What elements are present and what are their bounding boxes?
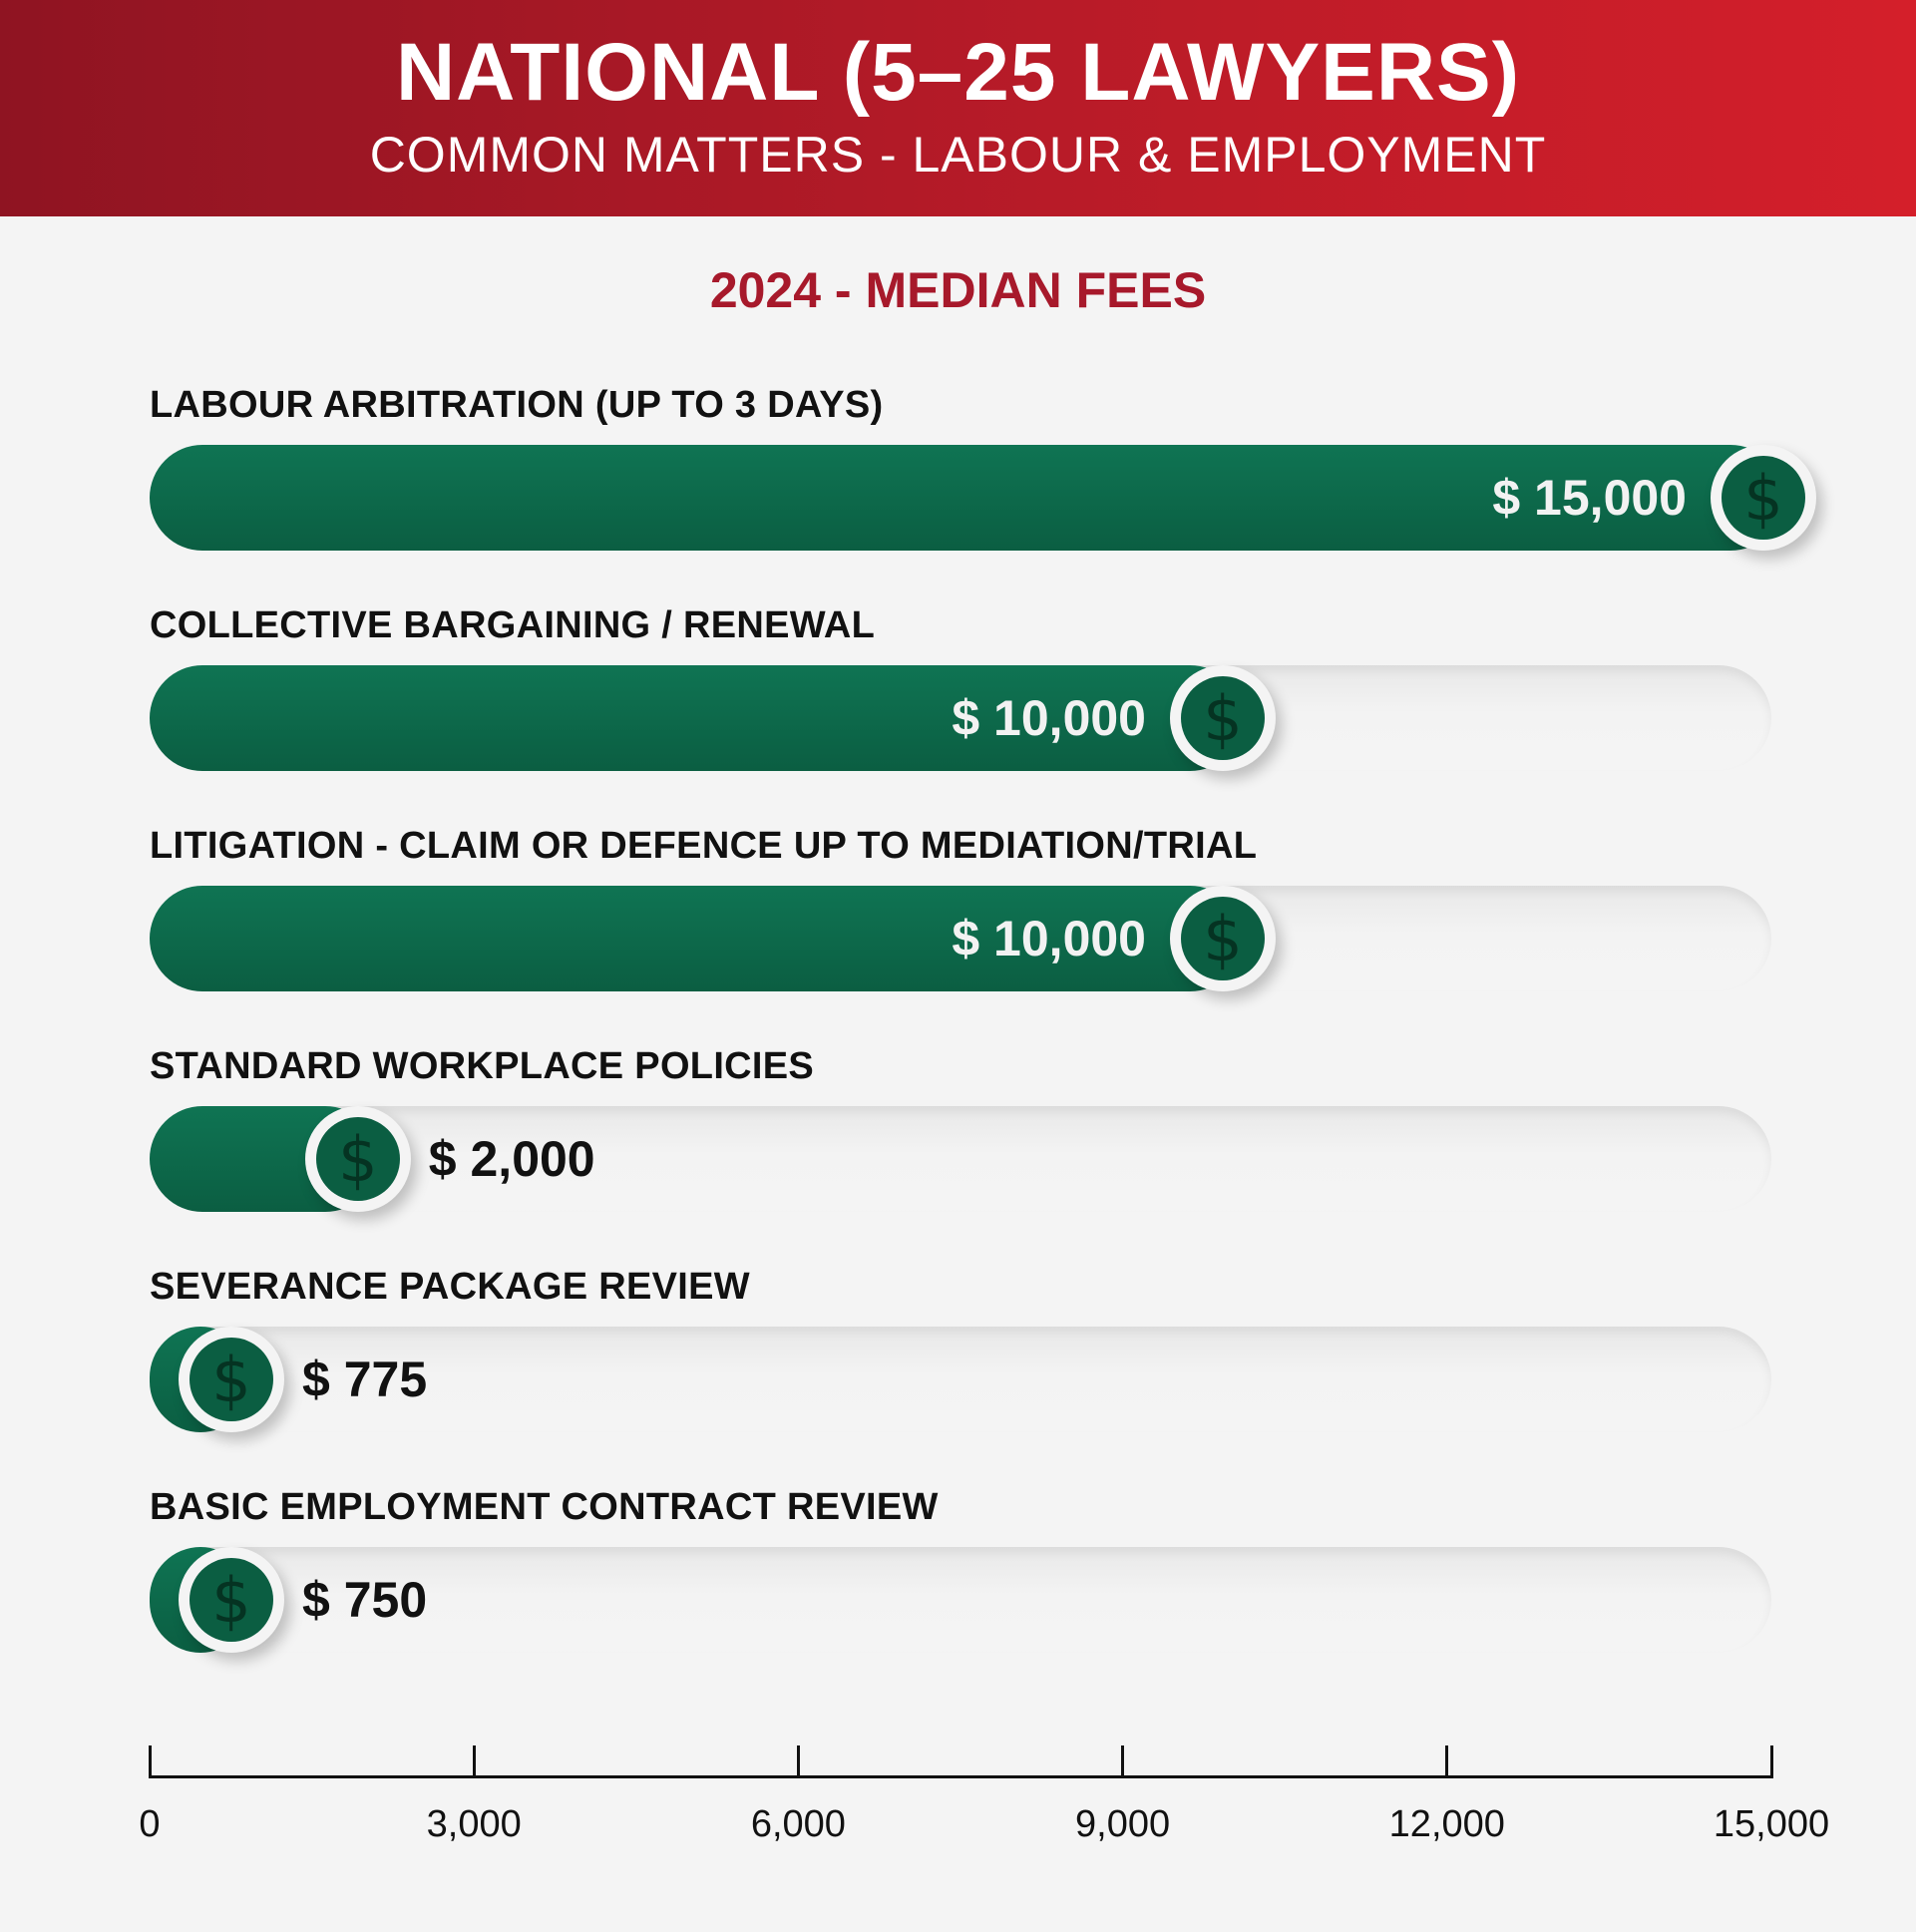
x-axis <box>148 1743 1773 1783</box>
x-axis-tick-label: 3,000 <box>426 1803 522 1845</box>
x-axis-tick-label: 9,000 <box>1075 1803 1171 1845</box>
dollar-coin-icon: $ <box>179 1327 284 1432</box>
bar-track: $ $ 10,000 <box>150 886 1771 991</box>
chart-title: 2024 - MEDIAN FEES <box>709 262 1207 318</box>
bar-value-label: $ 10,000 <box>952 911 1146 966</box>
bar-track: $ $ 10,000 <box>150 665 1771 771</box>
x-axis-tick <box>148 1745 152 1778</box>
dollar-sign-glyph: $ <box>1722 456 1805 540</box>
bar-track: $ $ 750 <box>150 1547 1771 1653</box>
bar-label: COLLECTIVE BARGAINING / RENEWAL <box>150 604 876 646</box>
x-axis-tick-label: 0 <box>139 1803 161 1845</box>
dollar-sign-glyph: $ <box>315 1117 400 1201</box>
header-banner: NATIONAL (5–25 LAWYERS) COMMON MATTERS -… <box>0 0 1916 216</box>
bar-track: $ $ 2,000 <box>150 1106 1771 1212</box>
x-axis-tick-label: 12,000 <box>1388 1803 1505 1845</box>
bar-value-label: $ 15,000 <box>1492 470 1687 526</box>
x-axis-tick <box>796 1745 800 1778</box>
dollar-coin-icon: $ <box>1170 886 1276 991</box>
dollar-sign-glyph: $ <box>190 1558 273 1642</box>
x-axis-tick <box>1445 1745 1449 1778</box>
dollar-sign-glyph: $ <box>190 1338 273 1421</box>
bar-label: LITIGATION - CLAIM OR DEFENCE UP TO MEDI… <box>150 825 1258 867</box>
page-title: NATIONAL (5–25 LAWYERS) <box>395 27 1521 118</box>
dollar-sign-glyph: $ <box>1181 897 1265 980</box>
x-axis-tick <box>472 1745 476 1778</box>
x-axis-tick <box>1121 1745 1125 1778</box>
page-subtitle: COMMON MATTERS - LABOUR & EMPLOYMENT <box>369 127 1547 183</box>
dollar-coin-icon: $ <box>179 1547 284 1653</box>
x-axis-line <box>150 1775 1771 1778</box>
bar-value-label: $ 775 <box>302 1352 428 1407</box>
bar-track: $ $ 775 <box>150 1327 1771 1432</box>
bar-label: BASIC EMPLOYMENT CONTRACT REVIEW <box>150 1486 939 1528</box>
dollar-coin-icon: $ <box>1170 665 1276 771</box>
bar-label: STANDARD WORKPLACE POLICIES <box>150 1045 815 1087</box>
x-axis-tick-label: 6,000 <box>750 1803 846 1845</box>
bar-track: $ $ 15,000 <box>150 445 1816 551</box>
x-axis-tick-label: 15,000 <box>1713 1803 1830 1845</box>
dollar-coin-icon: $ <box>304 1106 411 1212</box>
bar <box>150 445 1783 551</box>
x-axis-tick <box>1769 1745 1773 1778</box>
bar-value-label: $ 2,000 <box>428 1131 595 1187</box>
bar <box>150 665 1243 771</box>
dollar-sign-glyph: $ <box>1181 676 1265 760</box>
dollar-coin-icon: $ <box>1711 445 1816 551</box>
bar <box>150 886 1243 991</box>
bar-label: SEVERANCE PACKAGE REVIEW <box>150 1266 750 1308</box>
bar-value-label: $ 10,000 <box>952 690 1146 746</box>
bar-label: LABOUR ARBITRATION (UP TO 3 DAYS) <box>150 384 884 426</box>
bar-value-label: $ 750 <box>302 1572 428 1628</box>
